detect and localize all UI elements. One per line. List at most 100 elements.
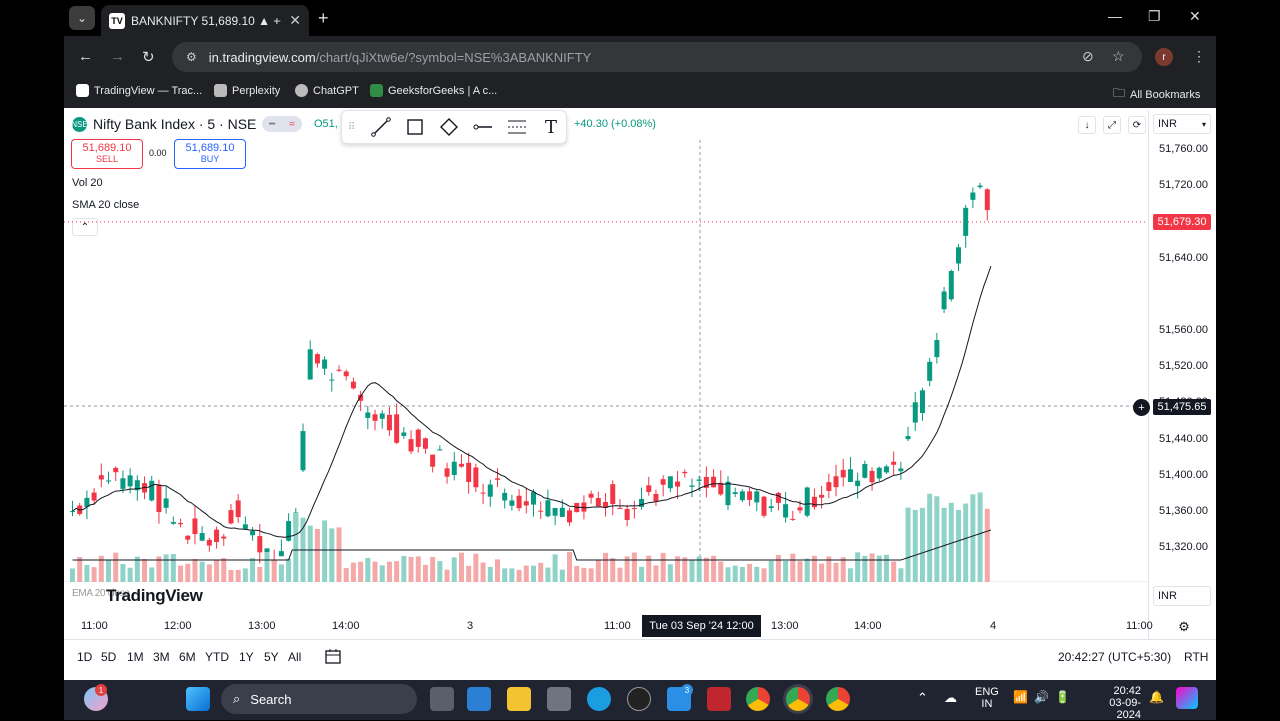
- add-alert-icon[interactable]: +: [1133, 399, 1150, 416]
- candle-body: [163, 498, 169, 508]
- volume-bar: [70, 568, 75, 582]
- bookmark-perplexity[interactable]: Perplexity: [214, 84, 280, 97]
- edge-icon[interactable]: [587, 687, 611, 711]
- candle-body: [199, 533, 205, 541]
- calculator-icon[interactable]: [547, 687, 571, 711]
- text-tool-icon[interactable]: T: [544, 116, 557, 138]
- language-indicator[interactable]: ENG IN: [975, 686, 999, 710]
- new-tab-icon[interactable]: +: [318, 8, 329, 28]
- task-view-icon[interactable]: [430, 687, 454, 711]
- bookmark-chatgpt[interactable]: ChatGPT: [295, 84, 359, 97]
- candle-body: [948, 271, 954, 300]
- range-button-6m[interactable]: 6M: [179, 650, 196, 664]
- candle-body: [458, 463, 464, 467]
- candle-body: [350, 381, 356, 389]
- crosshair-price-tag: 51,475.65: [1153, 399, 1211, 415]
- all-bookmarks[interactable]: 🗀 All Bookmarks: [1113, 84, 1200, 105]
- rectangle-icon[interactable]: [404, 116, 426, 138]
- wifi-icon[interactable]: 📶: [1013, 690, 1028, 704]
- fib-retracement-icon[interactable]: [506, 116, 528, 138]
- chrome-icon[interactable]: [746, 687, 770, 711]
- sell-price: 51,689.10: [82, 142, 132, 154]
- browser-tab[interactable]: TV BANKNIFTY 51,689.10 ▲ +0.49% ✕: [101, 5, 309, 36]
- price-chart[interactable]: [64, 140, 1148, 582]
- candle-body: [732, 492, 738, 494]
- bookmark-tradingview[interactable]: TradingView — Trac...: [76, 84, 202, 97]
- volume-icon[interactable]: 🔊: [1034, 690, 1049, 704]
- vscode-icon[interactable]: [467, 687, 491, 711]
- system-clock[interactable]: 20:42 03-09-2024: [1085, 685, 1141, 721]
- onedrive-icon[interactable]: ☁: [944, 690, 957, 705]
- compare-pill[interactable]: ━ ≈: [262, 116, 302, 132]
- symbol-title[interactable]: NSE Nifty Bank Index · 5 · NSE: [71, 116, 256, 132]
- candle-body: [307, 349, 313, 380]
- calendar-goto-icon[interactable]: [324, 647, 342, 665]
- buy-label: BUY: [200, 154, 220, 164]
- scale-icon[interactable]: ⤢: [1103, 116, 1121, 134]
- restore-icon[interactable]: ❐: [1148, 8, 1161, 24]
- range-button-1d[interactable]: 1D: [77, 650, 93, 664]
- file-explorer-icon[interactable]: [507, 687, 531, 711]
- range-button-5y[interactable]: 5Y: [264, 650, 279, 664]
- chrome-profile-active-icon[interactable]: [786, 687, 810, 711]
- tradingview-logo[interactable]: EMA 20 close TradingView: [72, 586, 203, 606]
- notification-bell-icon[interactable]: 🔔: [1149, 690, 1164, 704]
- copilot-icon[interactable]: [1176, 687, 1198, 709]
- range-button-5d[interactable]: 5D: [101, 650, 117, 664]
- address-bar[interactable]: ⚙ in.tradingview.com/chart/qJiXtw6e/?sym…: [172, 42, 1142, 72]
- path-icon[interactable]: [438, 116, 460, 138]
- chrome-profile-icon[interactable]: [826, 687, 850, 711]
- currency-select[interactable]: INR ▾: [1153, 114, 1211, 134]
- lang-top: ENG: [975, 686, 999, 698]
- range-button-1y[interactable]: 1Y: [239, 650, 254, 664]
- profile-avatar[interactable]: r: [1155, 48, 1173, 66]
- volume-bar: [790, 553, 796, 582]
- price-tick-label: 51,440.00: [1159, 432, 1208, 445]
- buy-button[interactable]: 51,689.10 BUY: [174, 139, 246, 169]
- range-button-1m[interactable]: 1M: [127, 650, 144, 664]
- collapse-legend-icon[interactable]: ⌃: [72, 218, 98, 236]
- sma-indicator-legend[interactable]: SMA 20 close: [72, 199, 140, 211]
- session-clock[interactable]: 20:42:27 (UTC+5:30): [1058, 650, 1172, 664]
- candle-body: [970, 192, 976, 200]
- eye-off-icon[interactable]: ⊘: [1082, 48, 1094, 64]
- settings-gear-icon[interactable]: ⚙: [1178, 619, 1190, 634]
- session-type[interactable]: RTH: [1184, 650, 1209, 664]
- volume-bar: [574, 565, 580, 582]
- candle-body: [70, 511, 75, 513]
- show-hidden-icons[interactable]: ⌃: [917, 690, 928, 705]
- taskbar-search[interactable]: ⌕ Search: [221, 684, 417, 714]
- more-menu-icon[interactable]: ⋮: [1192, 48, 1206, 64]
- range-button-ytd[interactable]: YTD: [205, 650, 229, 664]
- ohlc-values: O51,: [314, 118, 338, 130]
- trend-line-icon[interactable]: [370, 116, 392, 138]
- volume-bar: [192, 558, 198, 582]
- forward-icon[interactable]: →: [110, 48, 125, 65]
- volume-bar: [142, 559, 148, 582]
- refresh-chart-icon[interactable]: ⟳: [1128, 116, 1146, 134]
- dell-icon[interactable]: [627, 687, 651, 711]
- mcafee-icon[interactable]: [707, 687, 731, 711]
- horizontal-ray-icon[interactable]: [472, 116, 494, 138]
- volume-indicator-legend[interactable]: Vol 20: [72, 177, 103, 189]
- back-icon[interactable]: ←: [78, 48, 93, 65]
- bookmark-geeksforgeeks[interactable]: GeeksforGeeks | A c...: [370, 84, 497, 97]
- range-button-all[interactable]: All: [288, 650, 302, 664]
- reload-icon[interactable]: ↻: [142, 49, 155, 66]
- battery-icon[interactable]: 🔋: [1055, 690, 1070, 704]
- candle-body: [538, 510, 544, 512]
- bookmark-label: TradingView — Trac...: [94, 84, 203, 97]
- drag-handle-icon[interactable]: ⠿: [348, 121, 356, 133]
- sell-button[interactable]: 51,689.10 SELL: [71, 139, 143, 169]
- volume-bar: [826, 556, 832, 582]
- tab-search-button[interactable]: ⌄: [69, 6, 95, 30]
- range-button-3m[interactable]: 3M: [153, 650, 170, 664]
- close-window-icon[interactable]: ✕: [1189, 8, 1201, 24]
- bookmark-star-icon[interactable]: ☆: [1112, 48, 1125, 64]
- download-icon[interactable]: ↓: [1078, 116, 1096, 134]
- close-tab-icon[interactable]: ✕: [289, 12, 301, 28]
- site-info-icon[interactable]: ⚙: [186, 50, 197, 64]
- minimize-icon[interactable]: —: [1108, 8, 1122, 24]
- volume-bar: [833, 562, 839, 582]
- windows-start-icon[interactable]: [186, 687, 210, 711]
